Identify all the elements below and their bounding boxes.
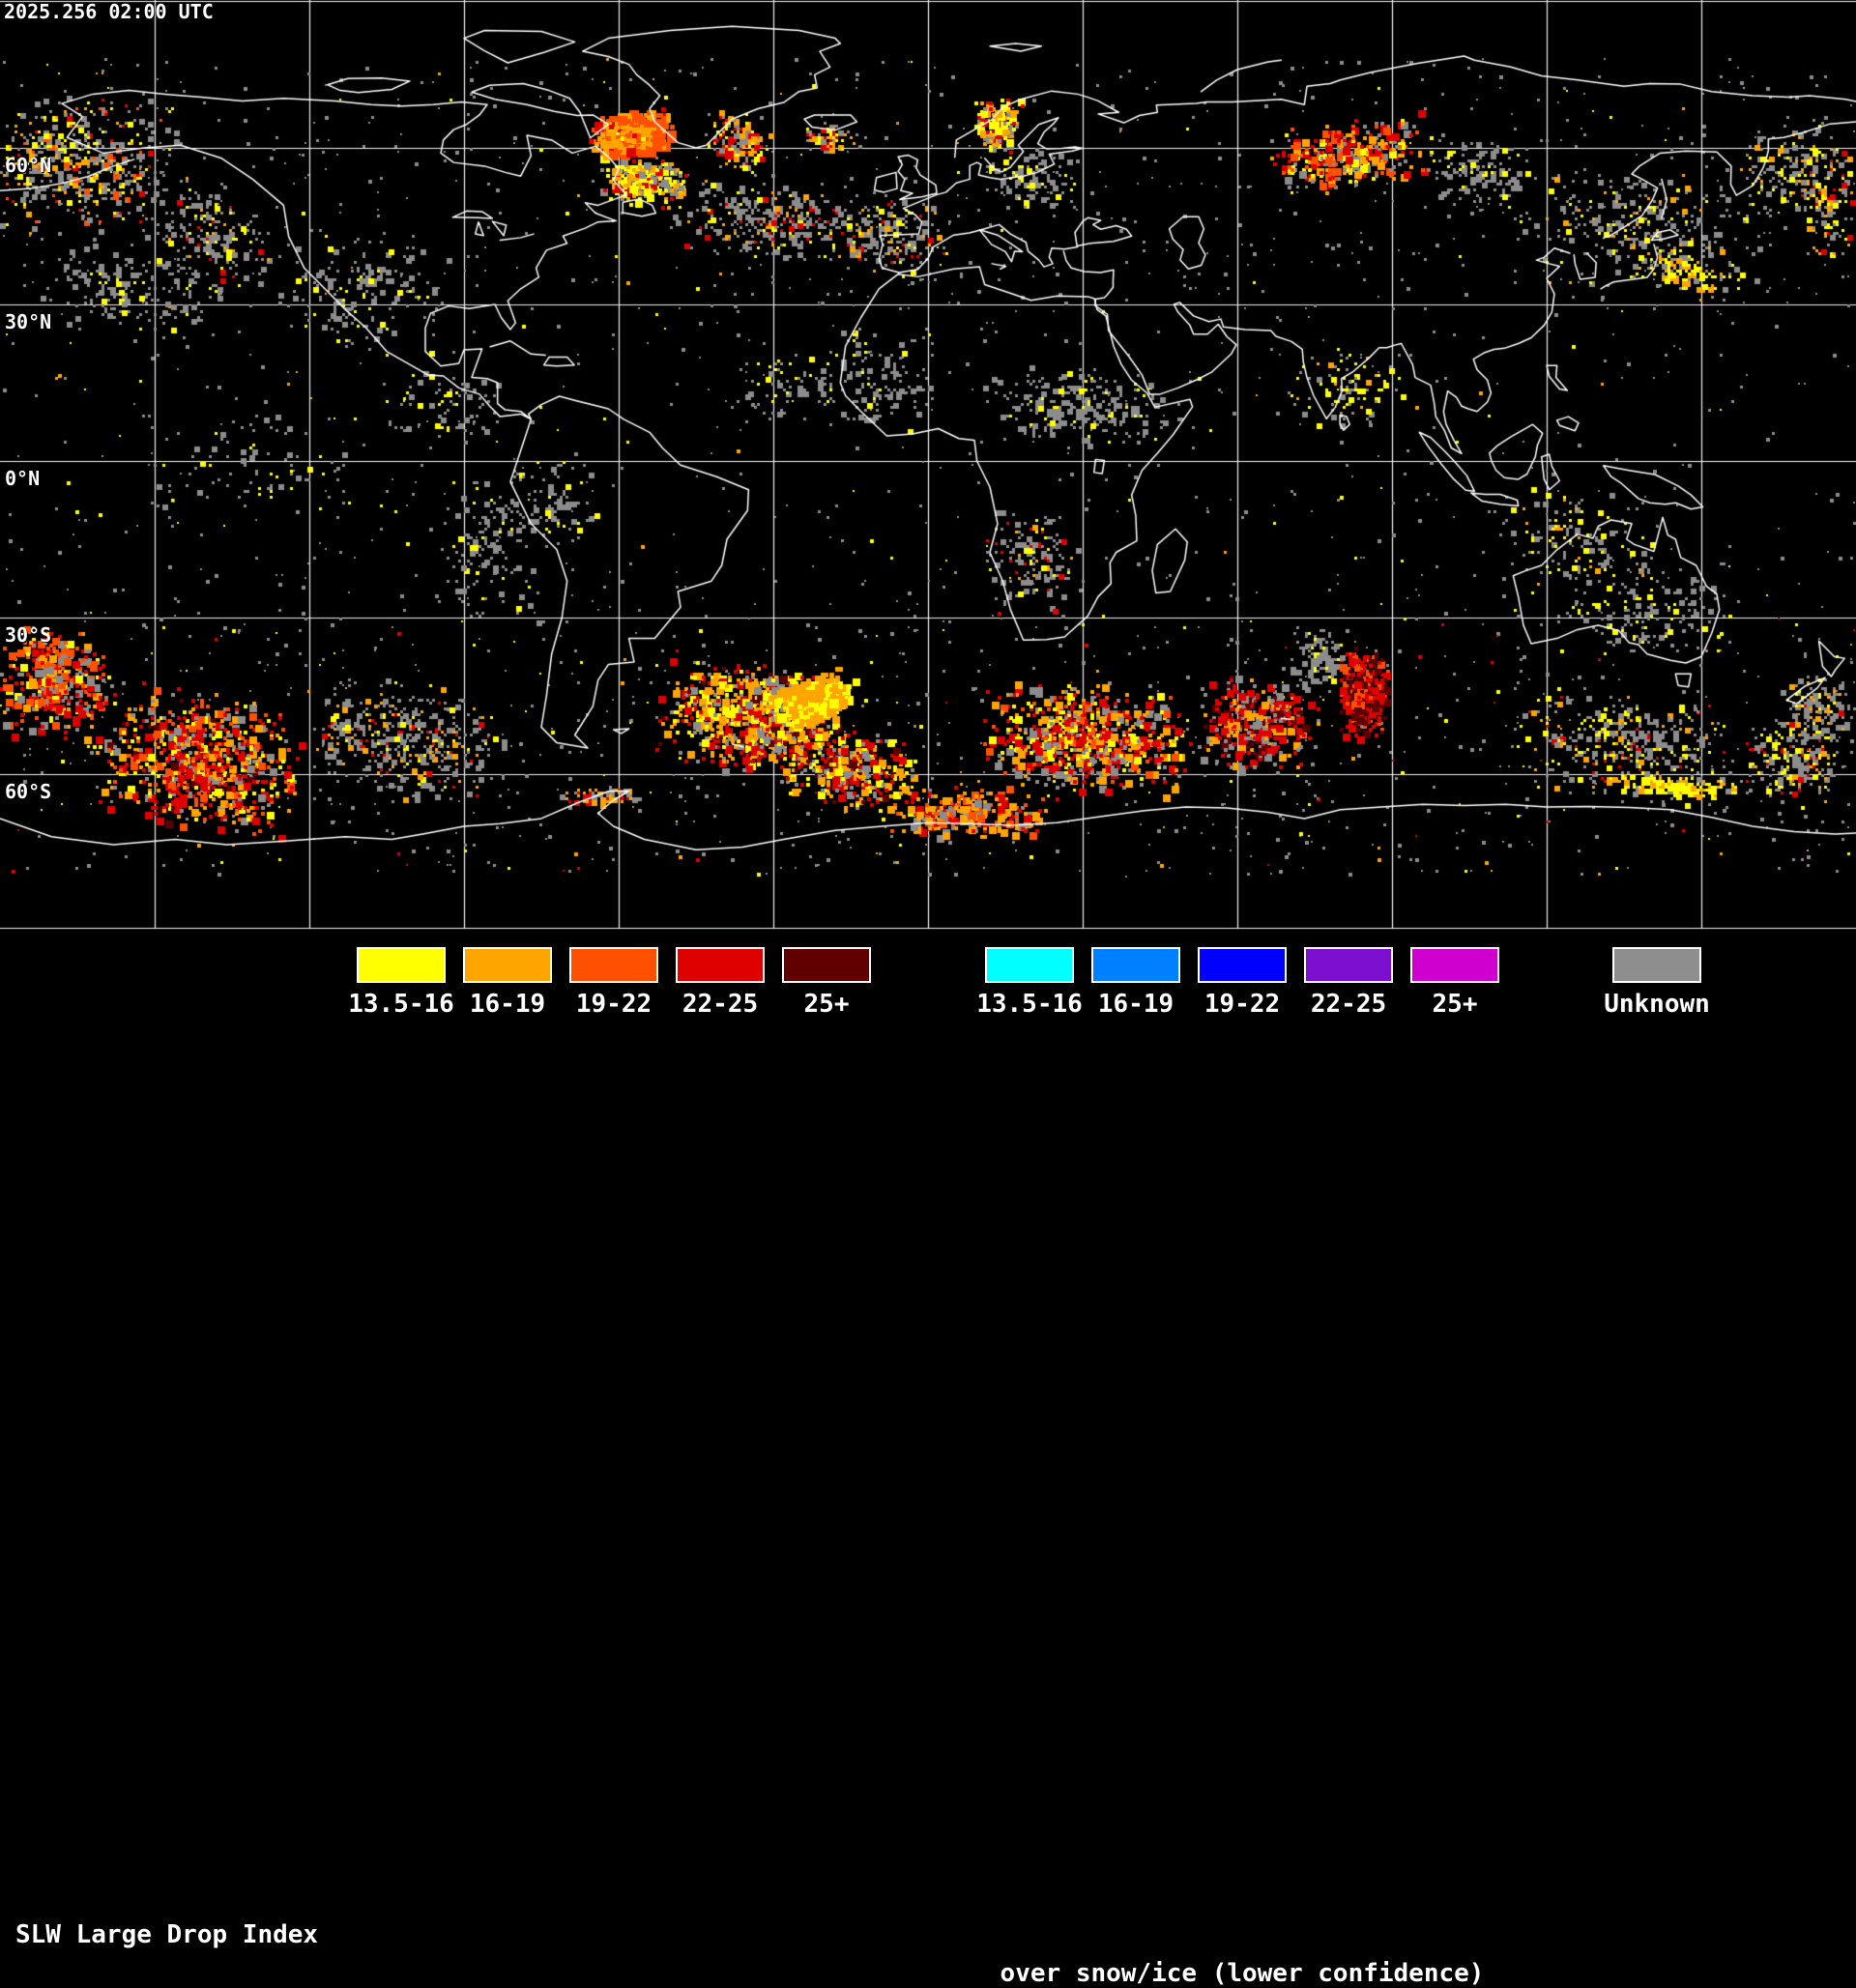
- legend-snow-swatch-16-19: [1091, 947, 1180, 983]
- legend-unknown-label: Unknown: [1604, 990, 1710, 1019]
- legend-snow-label-16-19: 16-19: [1097, 990, 1174, 1019]
- latitude-label-60n: 60°N: [5, 154, 52, 177]
- legend-snow-label-22-25: 22-25: [1310, 990, 1387, 1019]
- timestamp: 2025.256 02:00 UTC: [4, 0, 214, 23]
- legend-slw-label-19-22: 19-22: [575, 990, 652, 1019]
- legend-slw-label-16-19: 16-19: [469, 990, 546, 1019]
- latitude-label-30n: 30°N: [5, 310, 52, 333]
- legend-slw-swatch-25+: [782, 947, 871, 983]
- latitude-label-60s: 60°S: [5, 780, 52, 803]
- legend-title: SLW Large Drop Index: [15, 1920, 319, 1949]
- legend-slw-swatch-13.5-16: [357, 947, 446, 983]
- legend-slw-swatch-22-25: [676, 947, 765, 983]
- map-canvas: [0, 0, 1856, 931]
- legend-snow-label-19-22: 19-22: [1204, 990, 1281, 1019]
- legend-slw-label-13.5-16: 13.5-16: [348, 990, 454, 1019]
- legend-slw-label-22-25: 22-25: [682, 990, 759, 1019]
- legend-slw-swatch-16-19: [463, 947, 552, 983]
- latitude-label-30s: 30°S: [5, 623, 52, 647]
- legend: SLW Large Drop Index over snow/ice (lowe…: [0, 931, 1856, 1988]
- legend-unknown-swatch: [1612, 947, 1701, 983]
- legend-snow-swatch-19-22: [1198, 947, 1287, 983]
- legend-snow-subtitle: over snow/ice (lower confidence): [1000, 1959, 1485, 1988]
- legend-slw-label-25+: 25+: [803, 990, 850, 1019]
- legend-snow-swatch-13.5-16: [985, 947, 1074, 983]
- world-map: 2025.256 02:00 UTC 60°N 30°N 0°N 30°S 60…: [0, 0, 1856, 931]
- legend-snow-label-13.5-16: 13.5-16: [976, 990, 1083, 1019]
- latitude-label-0n: 0°N: [5, 467, 41, 490]
- legend-snow-swatch-22-25: [1304, 947, 1393, 983]
- legend-slw-swatch-19-22: [569, 947, 658, 983]
- legend-snow-swatch-25+: [1410, 947, 1499, 983]
- legend-snow-label-25+: 25+: [1432, 990, 1478, 1019]
